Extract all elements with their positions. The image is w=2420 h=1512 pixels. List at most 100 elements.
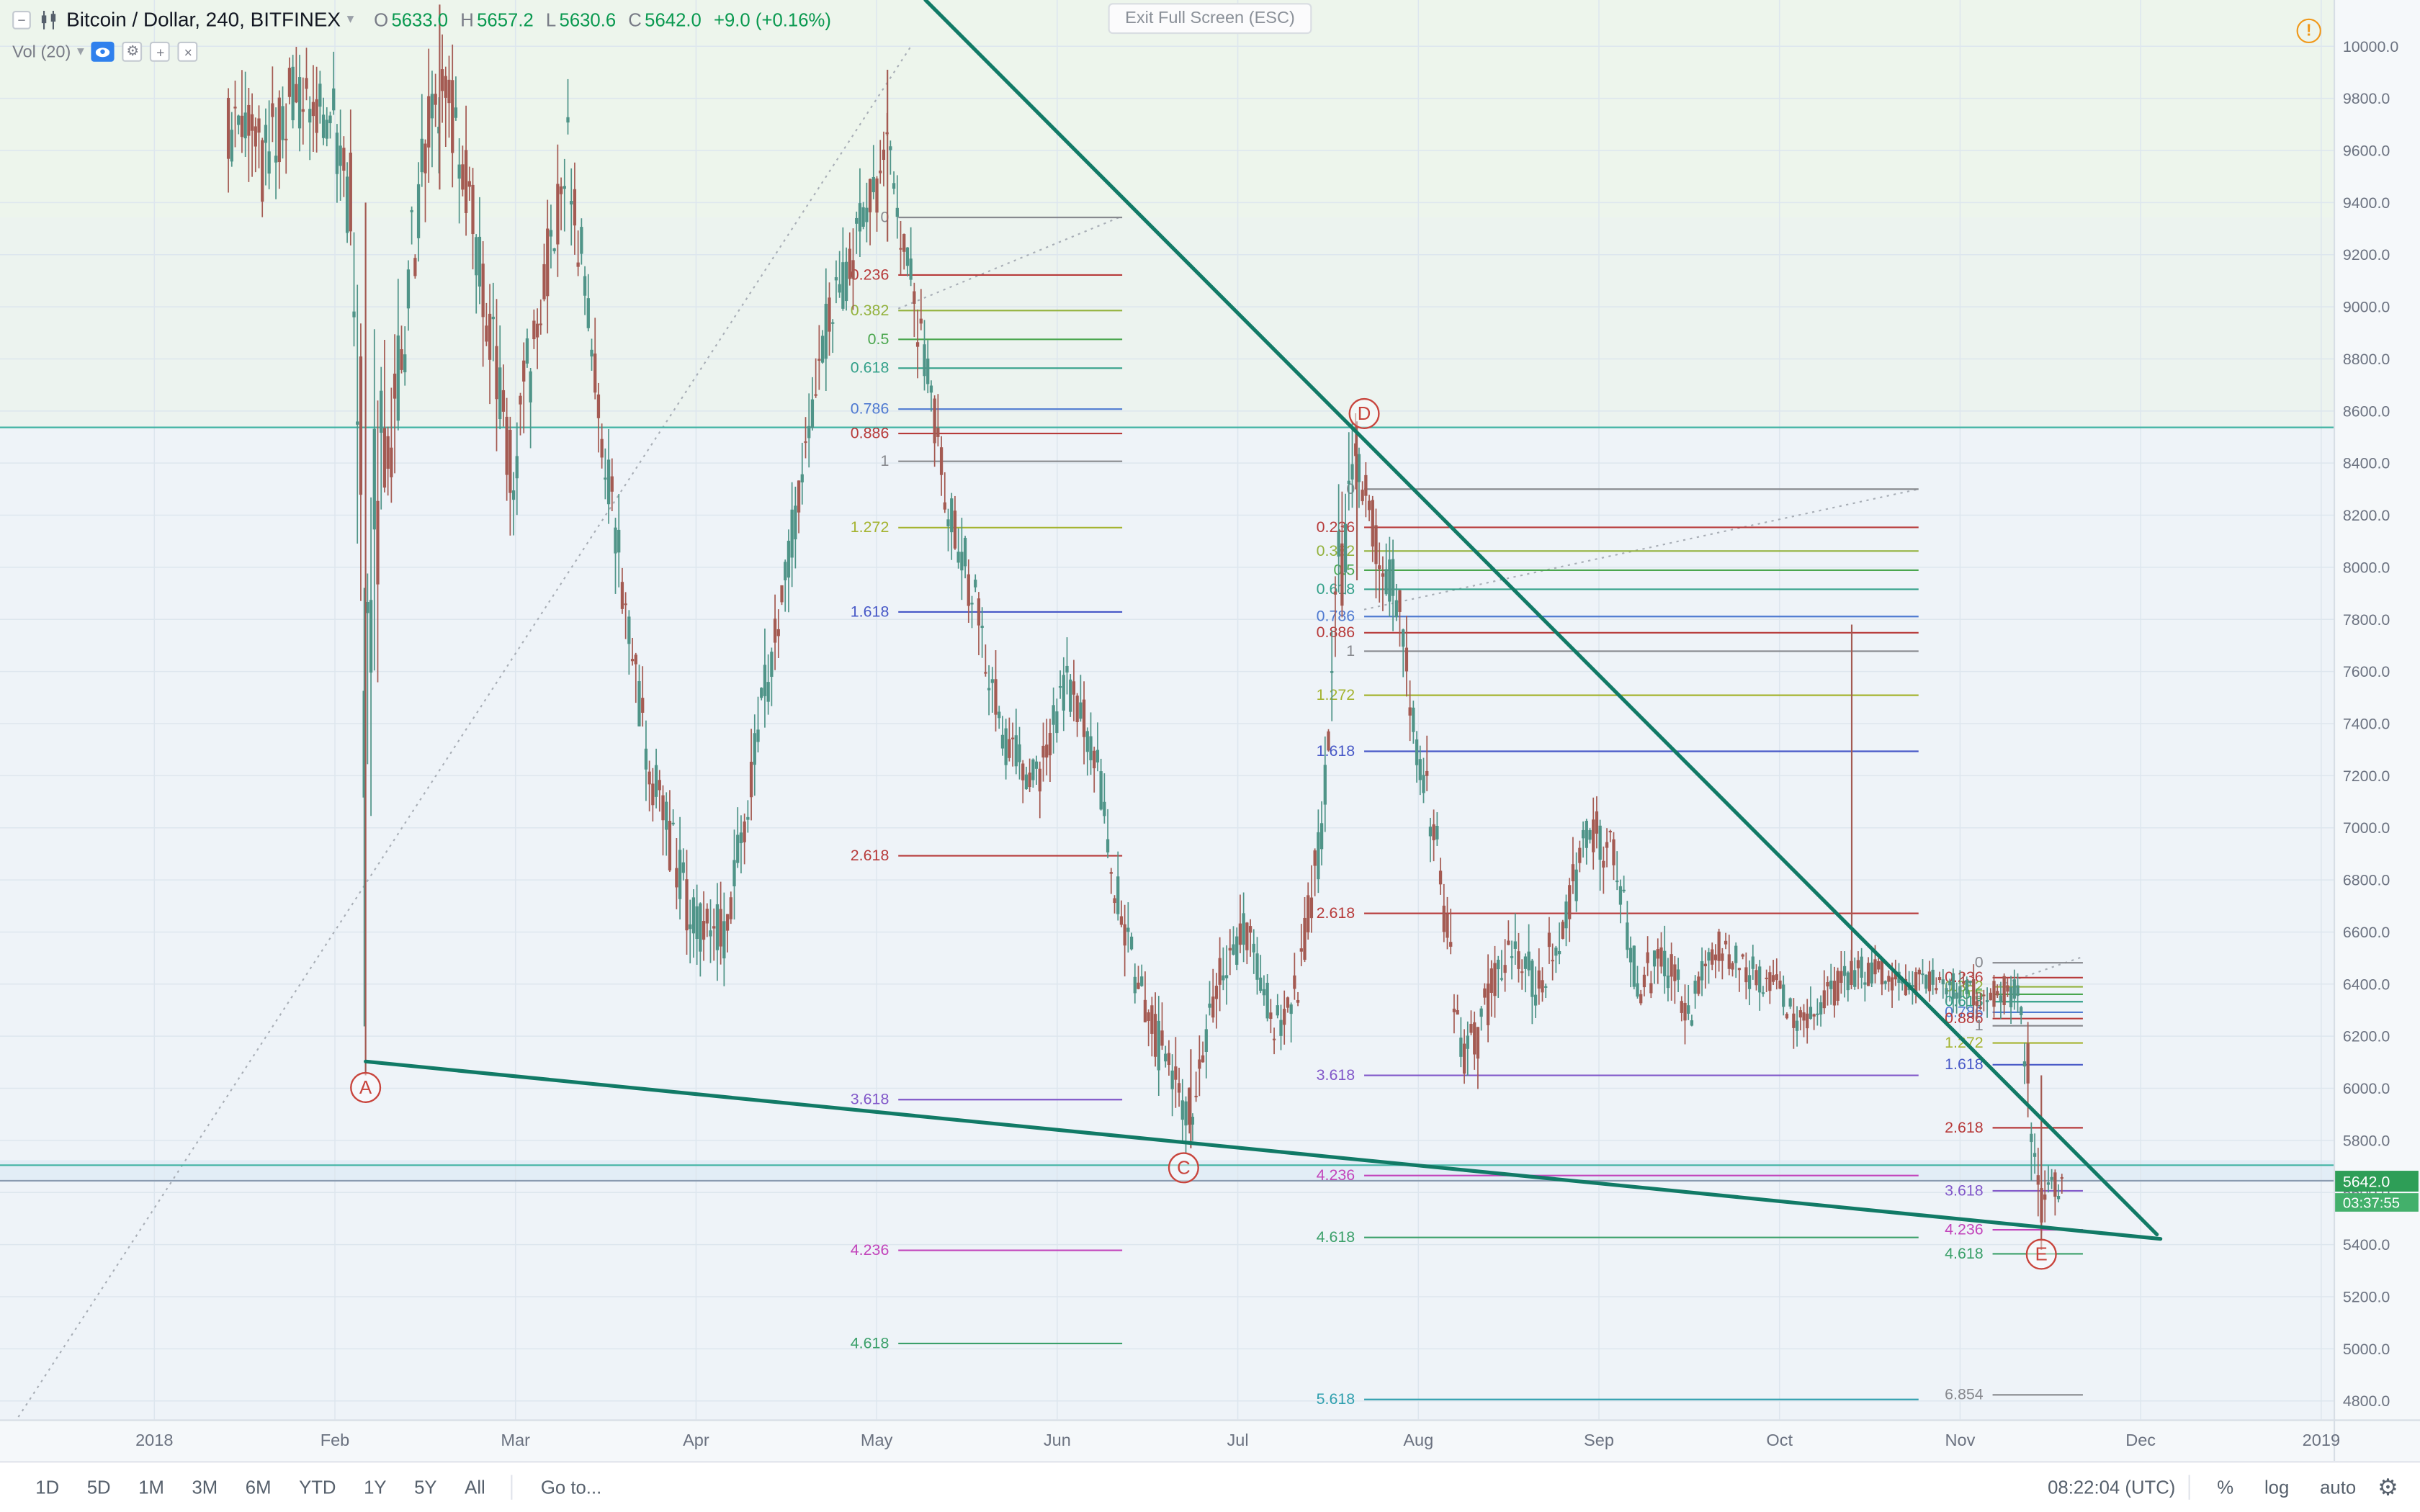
gear-icon[interactable]: ⚙	[122, 41, 143, 62]
auto-scale-button[interactable]: auto	[2320, 1476, 2357, 1498]
warning-icon[interactable]: !	[2296, 18, 2321, 43]
price-tick-label: 6200.0	[2343, 1028, 2390, 1045]
fullscreen-tooltip: Exit Full Screen (ESC)	[1108, 3, 1312, 35]
range-button-all[interactable]: All	[465, 1476, 485, 1498]
range-button-1m[interactable]: 1M	[138, 1476, 164, 1498]
symbol-row: − Bitcoin / Dollar, 240, BITFINEX ▾ O 563…	[12, 8, 831, 31]
symbol-title[interactable]: Bitcoin / Dollar, 240, BITFINEX	[66, 7, 341, 31]
indicator-name[interactable]: Vol (20)	[12, 42, 71, 61]
wave-label-a[interactable]: A	[350, 1071, 382, 1103]
price-tick-label: 5400.0	[2343, 1236, 2390, 1254]
price-tick-label: 5200.0	[2343, 1288, 2390, 1305]
fib-level-label: 0	[880, 208, 889, 225]
wave-label-c[interactable]: C	[1168, 1152, 1199, 1184]
price-tick-label: 8200.0	[2343, 507, 2390, 524]
background-band	[0, 217, 2334, 428]
time-tick-label: Sep	[1584, 1431, 1614, 1449]
close-value: 5642.0	[645, 8, 702, 30]
ohlc-values: O 5633.0 H 5657.2 L 5630.6 C 5642.0 +9.0 (+0…	[374, 9, 831, 30]
time-axis[interactable]: 2018 Feb Mar Apr May Jun Jul Aug Sep Oct Nov Dec 201…	[0, 1419, 2420, 1462]
fib-level-label: 4.618	[1317, 1228, 1355, 1246]
price-axis[interactable]: 4800.05000.05200.05400.05600.05800.06000…	[2333, 0, 2420, 1462]
clock[interactable]: 08:22:04 (UTC)	[2048, 1476, 2176, 1498]
price-tick-label: 9200.0	[2343, 246, 2390, 264]
close-icon[interactable]: ×	[178, 41, 199, 62]
svg-text:5642.0: 5642.0	[2343, 1174, 2390, 1191]
price-tick-label: 5000.0	[2343, 1341, 2390, 1358]
fib-level-label: 2.618	[1317, 904, 1355, 922]
dashed-trendline[interactable]	[0, 45, 912, 1457]
time-tick-label: Jul	[1227, 1431, 1249, 1449]
background-band	[0, 427, 2334, 1420]
trendline-upper[interactable]	[923, 0, 2159, 1237]
eye-icon[interactable]	[91, 41, 115, 62]
plot-area[interactable]: 0 0.236 0.382 0.5 0.618 0.786 0.886 1 1.272 1.618…	[0, 0, 2334, 1458]
high-label: H	[460, 8, 474, 30]
time-tick-label: Dec	[2125, 1431, 2156, 1449]
low-label: L	[545, 8, 557, 30]
time-tick-label: 2019	[2303, 1431, 2340, 1449]
settings-gear-icon[interactable]: ⚙	[2378, 1475, 2398, 1501]
trendline-lower[interactable]	[364, 1059, 2163, 1241]
price-chart[interactable]: 0 0.236 0.382 0.5 0.618 0.786 0.886 1 1.272 1.618…	[0, 0, 2420, 1462]
wave-label-e[interactable]: E	[2025, 1238, 2057, 1270]
fib-level-label: 4.236	[1317, 1166, 1355, 1184]
svg-text:03:37:55: 03:37:55	[2343, 1195, 2400, 1211]
price-tick-label: 9600.0	[2343, 143, 2390, 160]
range-button-3m[interactable]: 3M	[192, 1476, 218, 1498]
time-tick-label: Jun	[1044, 1431, 1071, 1449]
range-button-5y[interactable]: 5Y	[414, 1476, 437, 1498]
fib-level-label: 0.886	[851, 424, 889, 441]
price-tick-label: 6600.0	[2343, 924, 2390, 941]
indicator-row: Vol (20) ▾ ⚙ + ×	[12, 41, 831, 62]
fib-level-label: 2.618	[851, 847, 889, 864]
price-tick-label: 7000.0	[2343, 819, 2390, 837]
range-button-5d[interactable]: 5D	[86, 1476, 111, 1498]
price-tick-label: 8600.0	[2343, 402, 2390, 420]
change-value: +9.0 (+0.16%)	[713, 8, 831, 30]
close-label: C	[628, 8, 642, 30]
open-label: O	[374, 8, 389, 30]
time-tick-label: Mar	[501, 1431, 530, 1449]
price-tick-label: 10000.0	[2343, 38, 2398, 55]
fib-level-label: 4.618	[1945, 1245, 1984, 1262]
fib-level-label: 1	[880, 452, 889, 469]
goto-button[interactable]: Go to...	[540, 1476, 602, 1498]
fib-level-label: 1	[1975, 1017, 1984, 1034]
fib-level-label: 3.618	[851, 1091, 889, 1108]
price-tick-label: 6400.0	[2343, 976, 2390, 993]
candlesticks	[226, 4, 2063, 1250]
fib-level-label: 0	[1975, 954, 1984, 971]
range-button-6m[interactable]: 6M	[245, 1476, 272, 1498]
time-tick-label: Apr	[683, 1431, 709, 1449]
range-button-1d[interactable]: 1D	[35, 1476, 60, 1498]
chart-type-icon	[41, 9, 56, 29]
plus-icon[interactable]: +	[150, 41, 171, 62]
open-value: 5633.0	[391, 8, 449, 30]
percent-scale-button[interactable]: %	[2217, 1476, 2234, 1498]
price-tick-label: 6800.0	[2343, 872, 2390, 889]
fib-level-label: 1	[1346, 642, 1355, 660]
collapse-legend-icon[interactable]: −	[12, 9, 31, 29]
price-tick-label: 5800.0	[2343, 1132, 2390, 1149]
time-tick-label: May	[861, 1431, 893, 1449]
fib-level-label: 0.786	[851, 400, 889, 418]
fib-level-label: 0.618	[851, 359, 889, 377]
chart-legend: − Bitcoin / Dollar, 240, BITFINEX ▾ O 563…	[12, 8, 831, 62]
indicator-dropdown-icon[interactable]: ▾	[76, 43, 84, 59]
price-tick-label: 8000.0	[2343, 559, 2390, 576]
price-tick-label: 8400.0	[2343, 455, 2390, 472]
time-tick-label: Feb	[321, 1431, 350, 1449]
log-scale-button[interactable]: log	[2264, 1476, 2290, 1498]
range-button-ytd[interactable]: YTD	[299, 1476, 336, 1498]
dashed-trendline[interactable]	[1363, 488, 1919, 611]
chevron-down-icon[interactable]: ▾	[346, 11, 354, 27]
fib-level-label: 6.854	[1945, 1386, 1984, 1403]
price-tick-label: 7200.0	[2343, 768, 2390, 785]
fib-level-label: 1.618	[851, 603, 889, 620]
dashed-trendline[interactable]	[897, 215, 1123, 310]
wave-label-d[interactable]: D	[1348, 397, 1380, 429]
fib-retracement-feb-may[interactable]: 0 0.236 0.382 0.5 0.618 0.786 0.886 1 1.272 1.618…	[851, 208, 1123, 1351]
price-tick-label: 9000.0	[2343, 299, 2390, 316]
range-button-1y[interactable]: 1Y	[364, 1476, 387, 1498]
